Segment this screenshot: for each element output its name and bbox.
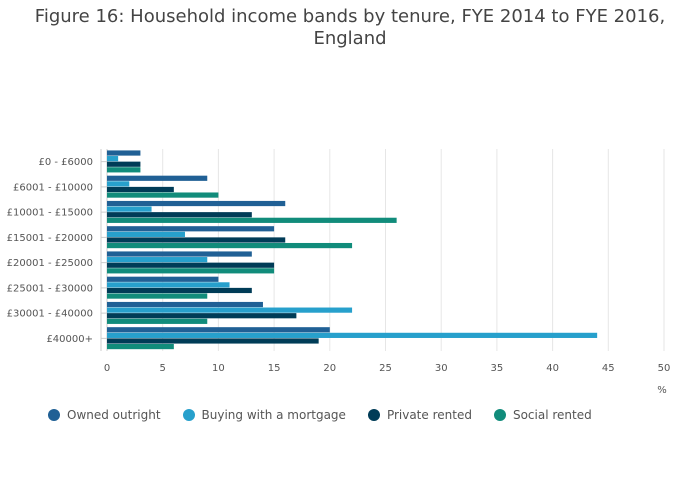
bar-owned-outright bbox=[107, 175, 208, 181]
x-tick-label-20: 20 bbox=[323, 363, 336, 374]
x-tick-label-35: 35 bbox=[491, 363, 504, 374]
x-tick-label-10: 10 bbox=[212, 363, 225, 374]
legend-swatch-icon bbox=[493, 409, 506, 421]
x-tick-label-5: 5 bbox=[160, 363, 166, 374]
chart-title: Figure 16: Household income bands by ten… bbox=[0, 6, 700, 50]
bar-private-rented bbox=[107, 338, 319, 344]
x-tick-label-50: 50 bbox=[658, 363, 671, 374]
chart-title-line-1: Figure 16: Household income bands by ten… bbox=[34, 6, 666, 27]
x-tick-label-15: 15 bbox=[268, 363, 281, 374]
legend-swatch-icon bbox=[182, 409, 195, 421]
bar-social-rented bbox=[107, 242, 353, 249]
bar-buying-with-a-mortgage bbox=[107, 282, 230, 288]
legend-label: Owned outright bbox=[67, 408, 161, 422]
y-category-label: £40000+ bbox=[46, 334, 93, 345]
bar-owned-outright bbox=[107, 226, 275, 232]
bar-social-rented bbox=[107, 192, 219, 198]
bar-buying-with-a-mortgage bbox=[107, 332, 598, 338]
bar-private-rented bbox=[107, 161, 141, 167]
bar-social-rented bbox=[107, 268, 275, 274]
bar-private-rented bbox=[107, 186, 174, 193]
legend-label: Private rented bbox=[386, 408, 472, 422]
x-tick-label-40: 40 bbox=[546, 363, 559, 374]
legend-label: Buying with a mortgage bbox=[201, 408, 346, 422]
y-category-label: £0 - £6000 bbox=[38, 157, 93, 168]
bar-owned-outright bbox=[107, 301, 263, 308]
bar-owned-outright bbox=[107, 150, 141, 156]
x-tick-label-45: 45 bbox=[602, 363, 615, 374]
bar-social-rented bbox=[107, 167, 141, 173]
bar-owned-outright bbox=[107, 251, 252, 257]
bar-social-rented bbox=[107, 343, 174, 350]
bar-owned-outright bbox=[107, 327, 330, 333]
bar-buying-with-a-mortgage bbox=[107, 257, 208, 263]
bar-private-rented bbox=[107, 237, 286, 243]
bar-private-rented bbox=[107, 212, 252, 218]
bar-owned-outright bbox=[107, 276, 219, 282]
y-category-label: £20001 - £25000 bbox=[7, 258, 93, 269]
y-category-label: £15001 - £20000 bbox=[7, 233, 93, 244]
bar-buying-with-a-mortgage bbox=[107, 231, 185, 237]
legend-item[interactable]: Owned outright bbox=[48, 408, 161, 422]
chart-title-line-2: England bbox=[313, 28, 387, 49]
bar-social-rented bbox=[107, 318, 208, 324]
bar-buying-with-a-mortgage bbox=[107, 307, 353, 313]
bar-buying-with-a-mortgage bbox=[107, 206, 152, 212]
x-tick-label-25: 25 bbox=[379, 363, 392, 374]
legend-swatch-icon bbox=[48, 409, 60, 421]
legend-swatch-icon bbox=[367, 409, 380, 421]
y-category-label: £25001 - £30000 bbox=[7, 283, 93, 294]
legend-label: Social rented bbox=[512, 408, 592, 422]
bar-private-rented bbox=[107, 313, 297, 319]
y-category-label: £10001 - £15000 bbox=[7, 208, 93, 219]
bar-owned-outright bbox=[107, 200, 286, 207]
legend-item[interactable]: Buying with a mortgage bbox=[182, 408, 346, 422]
x-axis-label: % bbox=[657, 385, 667, 396]
bar-private-rented bbox=[107, 262, 275, 268]
y-category-label: £6001 - £10000 bbox=[13, 182, 93, 193]
chart-legend: Owned outright Buying with a mortgage Priv… bbox=[48, 408, 614, 422]
legend-item[interactable]: Private rented bbox=[367, 408, 472, 422]
y-category-label: £30001 - £40000 bbox=[7, 309, 93, 320]
x-tick-label-30: 30 bbox=[435, 363, 448, 374]
bar-buying-with-a-mortgage bbox=[107, 181, 130, 187]
x-tick-label-0: 0 bbox=[104, 363, 110, 374]
legend-item[interactable]: Social rented bbox=[493, 408, 592, 422]
bar-social-rented bbox=[107, 217, 397, 223]
bar-social-rented bbox=[107, 293, 208, 299]
bar-private-rented bbox=[107, 287, 252, 294]
bar-buying-with-a-mortgage bbox=[107, 156, 119, 162]
